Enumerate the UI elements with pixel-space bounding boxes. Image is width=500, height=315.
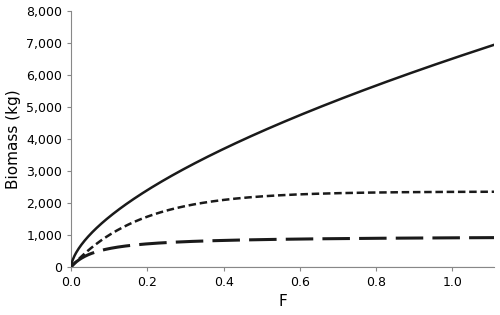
- Y-axis label: Biomass (kg): Biomass (kg): [6, 89, 20, 188]
- X-axis label: F: F: [278, 295, 287, 309]
